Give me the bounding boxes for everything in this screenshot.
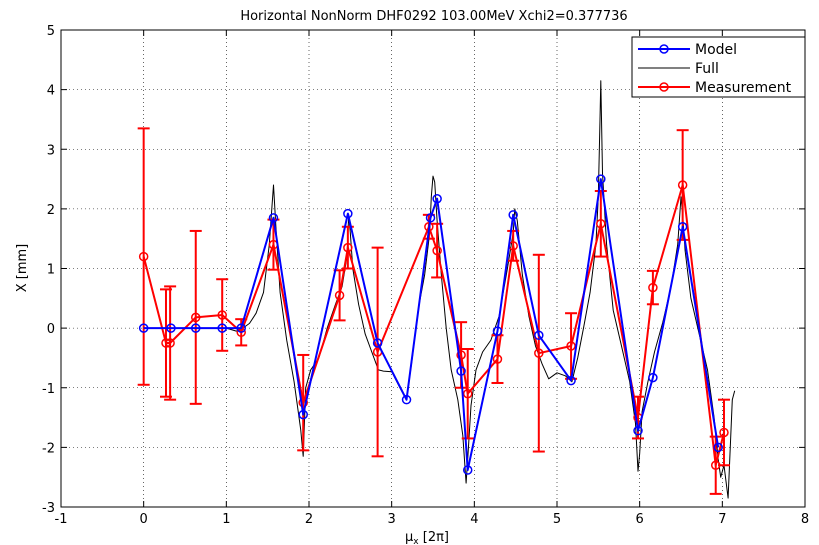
y-tick-label: -3 (42, 501, 55, 516)
model-point (236, 323, 246, 333)
y-tick-label: 0 (47, 322, 55, 337)
legend-label-full: Full (695, 61, 719, 77)
model-point (508, 210, 518, 220)
measurement-point (343, 242, 353, 253)
y-tick-label: 5 (47, 24, 55, 39)
x-tick-label: 0 (140, 512, 148, 527)
x-tick-label: 8 (801, 512, 809, 527)
measurement-point (161, 338, 171, 348)
measurement-point (165, 338, 175, 348)
plot-area (137, 80, 736, 499)
x-tick-label: -1 (55, 512, 68, 527)
x-tick-label: 5 (553, 512, 561, 527)
measurement-point (217, 310, 227, 320)
y-tick-label: -1 (42, 382, 55, 397)
model-point (425, 213, 436, 223)
model-line (143, 178, 720, 471)
model-point (268, 213, 279, 223)
model-point (633, 425, 643, 436)
measurement-point (334, 290, 345, 301)
model-point (713, 442, 723, 453)
measurement-point (648, 282, 658, 293)
measurement-point (710, 460, 721, 471)
model-point (401, 394, 412, 405)
model-point (166, 323, 176, 333)
model-point (217, 323, 227, 333)
measurement-point (719, 427, 729, 438)
legend-marker-measurement (659, 82, 669, 92)
measurement-point (190, 312, 201, 323)
x-axis-label-main: μ (405, 530, 413, 545)
measurement-point (677, 180, 688, 190)
legend-label-model: Model (695, 42, 737, 58)
x-tick-label: 6 (636, 512, 644, 527)
x-tick-label: 4 (470, 512, 478, 527)
chart-title: Horizontal NonNorm DHF0292 103.00MeV Xch… (240, 9, 627, 24)
x-axis-label-unit: [2π] (419, 530, 449, 545)
x-tick-label: 1 (222, 512, 230, 527)
measurement-point (596, 219, 606, 229)
legend-label-measurement: Measurement (695, 80, 792, 96)
x-axis-label: μx [2π] (405, 530, 449, 545)
model-point (534, 330, 544, 341)
series-model (138, 174, 723, 475)
measurement-point (492, 354, 503, 364)
model-point (648, 372, 658, 383)
y-tick-label: -2 (42, 441, 55, 456)
model-point (138, 323, 149, 333)
model-point (190, 323, 201, 333)
y-tick-label: 2 (47, 203, 55, 218)
model-point (492, 326, 503, 336)
measurement-point (566, 341, 576, 351)
series-measurement (137, 127, 730, 495)
model-point (462, 465, 473, 475)
model-point (677, 222, 688, 232)
model-point (343, 208, 353, 219)
model-point (596, 174, 606, 184)
measurement-point (456, 350, 466, 360)
model-point (456, 366, 466, 376)
measurement-point (138, 251, 149, 262)
x-tick-label: 7 (718, 512, 726, 527)
measurement-point (534, 348, 544, 358)
axes-ticks: -1 0 1 2 3 4 5 6 7 8 -3 -2 -1 0 1 2 3 4 5 (42, 24, 809, 527)
y-axis-label: X [mm] (15, 244, 30, 293)
measurement-point (462, 388, 473, 399)
x-tick-label: 3 (388, 512, 396, 527)
model-point (566, 375, 576, 386)
legend-marker-model (659, 44, 669, 54)
y-tick-label: 1 (47, 263, 55, 278)
measurement-point (298, 397, 308, 408)
y-tick-label: 4 (47, 84, 55, 99)
legend: Model Full Measurement (631, 36, 806, 98)
model-point (372, 338, 383, 348)
model-point (432, 193, 442, 204)
measurement-point (432, 245, 442, 256)
model-point (298, 409, 308, 420)
x-tick-label: 2 (305, 512, 313, 527)
x-axis-label-sub: x (413, 537, 419, 545)
y-tick-label: 3 (47, 143, 55, 158)
